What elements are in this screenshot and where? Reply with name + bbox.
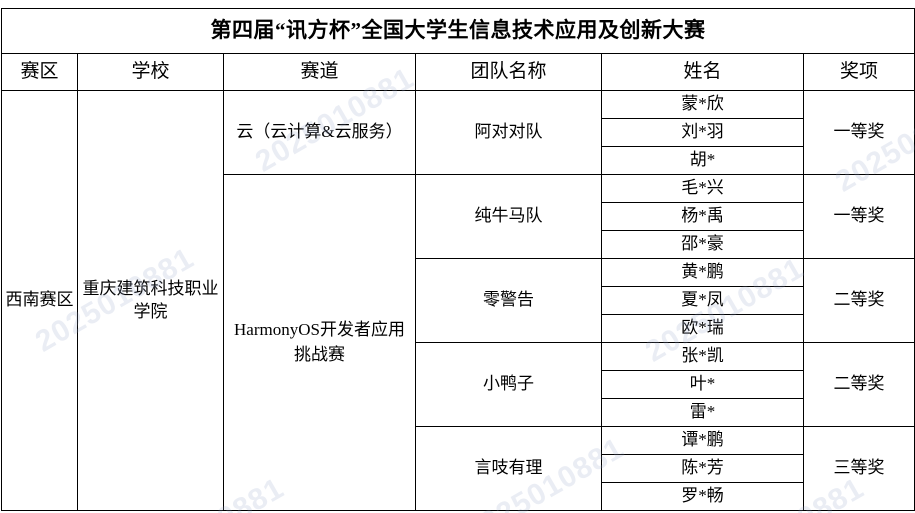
awards-table-body: 第四届“讯方杯”全国大学生信息技术应用及创新大赛 赛区 学校 赛道 团队名称 姓名 奖项 西南… (0, 8, 915, 511)
cell-member-name: 谭*鹏 (601, 426, 804, 455)
column-header-award: 奖项 (802, 53, 915, 91)
cell-team-name: 小鸭子 (415, 342, 602, 427)
column-header-row: 赛区 学校 赛道 团队名称 姓名 奖项 (1, 53, 915, 91)
table-row: 胡* (2, 146, 915, 175)
cell-team-name: 零警告 (415, 258, 602, 343)
column-header-name: 姓名 (601, 53, 804, 91)
table-row: 叶* (2, 370, 915, 399)
cell-member-name: 陈*芳 (601, 454, 804, 483)
cell-team-name: 言吱有理 (415, 426, 602, 511)
cell-award: 二等奖 (802, 258, 915, 343)
cell-region: 西南赛区 (1, 90, 78, 511)
column-header-team: 团队名称 (415, 53, 602, 91)
table-row: 小鸭子 张*凯 二等奖 (2, 342, 915, 427)
table-row: 陈*芳 (2, 454, 915, 483)
cell-track: 云（云计算&云服务） (223, 90, 416, 175)
document-title: 第四届“讯方杯”全国大学生信息技术应用及创新大赛 (0, 8, 915, 54)
cell-member-name: 邵*豪 (601, 230, 804, 259)
cell-member-name: 黄*鹏 (601, 258, 804, 287)
cell-track: HarmonyOS开发者应用挑战赛 (223, 174, 416, 511)
table-row: 邵*豪 (2, 230, 915, 259)
table-row: 刘*羽 (2, 118, 915, 147)
cell-member-name: 蒙*欣 (601, 90, 804, 119)
table-row: 罗*畅 (2, 482, 915, 511)
awards-table: 第四届“讯方杯”全国大学生信息技术应用及创新大赛 赛区 学校 赛道 团队名称 姓名 奖项 西南… (0, 8, 915, 511)
cell-school: 重庆建筑科技职业学院 (77, 90, 224, 511)
cell-award: 二等奖 (802, 342, 915, 427)
cell-member-name: 夏*凤 (601, 286, 804, 315)
cell-member-name: 雷* (601, 398, 804, 427)
table-row: 夏*凤 (2, 286, 915, 315)
cell-team-name: 纯牛马队 (415, 174, 602, 259)
table-row: 西南赛区 重庆建筑科技职业学院 云（云计算&云服务） 阿对对队 蒙*欣 一等奖 (1, 90, 915, 511)
column-header-track: 赛道 (223, 53, 416, 91)
cell-award: 一等奖 (802, 174, 915, 259)
cell-member-name: 欧*瑞 (601, 314, 804, 343)
column-header-region: 赛区 (1, 53, 78, 91)
cell-member-name: 刘*羽 (601, 118, 804, 147)
awards-table-container: 第四届“讯方杯”全国大学生信息技术应用及创新大赛 赛区 学校 赛道 团队名称 姓名 奖项 西南… (0, 8, 915, 511)
cell-member-name: 杨*禹 (601, 202, 804, 231)
table-row: 言吱有理 谭*鹏 三等奖 (2, 426, 915, 511)
cell-member-name: 胡* (601, 146, 804, 175)
table-row: 杨*禹 (2, 202, 915, 231)
title-row: 第四届“讯方杯”全国大学生信息技术应用及创新大赛 (0, 8, 915, 54)
cell-award: 三等奖 (802, 426, 915, 511)
cell-member-name: 张*凯 (601, 342, 804, 371)
cell-member-name: 毛*兴 (601, 174, 804, 203)
cell-award: 一等奖 (802, 90, 915, 175)
column-header-school: 学校 (77, 53, 224, 91)
cell-team-name: 阿对对队 (415, 90, 602, 175)
cell-member-name: 罗*畅 (601, 482, 804, 511)
cell-member-name: 叶* (601, 370, 804, 399)
